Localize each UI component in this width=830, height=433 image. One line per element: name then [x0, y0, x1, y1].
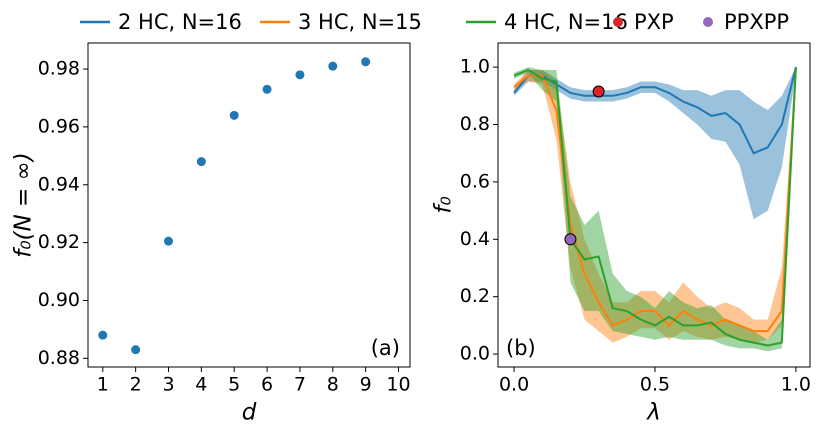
y-tick-label: 0.88 — [38, 347, 80, 369]
legend-swatch — [613, 17, 623, 27]
x-tick-label: 2 — [130, 374, 142, 396]
panel-label: (b) — [506, 336, 536, 360]
x-tick-label: 1 — [97, 374, 109, 396]
legend-swatch — [703, 17, 713, 27]
marker-point — [564, 233, 577, 246]
legend-label: 3 HC, N=15 — [298, 10, 422, 34]
x-tick-label: 0.5 — [640, 374, 670, 396]
confidence-band — [514, 67, 796, 220]
x-axis-label: λ — [645, 400, 661, 426]
y-tick-label: 0.2 — [460, 285, 490, 307]
legend-label: 4 HC, N=16 — [504, 10, 628, 34]
scatter-point — [131, 345, 141, 355]
axes-frame-b — [497, 42, 811, 368]
y-axis-label: f₀(N = ∞) — [11, 152, 37, 258]
y-tick-label: 0.6 — [460, 170, 490, 192]
x-axis-label: d — [242, 400, 257, 426]
x-tick-label: 7 — [294, 374, 306, 396]
y-tick-label: 0.92 — [38, 231, 80, 253]
scatter-point — [229, 110, 239, 120]
series-line — [513, 66, 797, 155]
y-tick-label: 1.0 — [460, 56, 490, 78]
x-tick-label: 1.0 — [781, 374, 811, 396]
y-tick-label: 0.94 — [38, 173, 80, 195]
x-tick-label: 5 — [228, 374, 240, 396]
y-tick-label: 0.90 — [38, 289, 80, 311]
scatter-point — [328, 61, 338, 71]
legend-label: 2 HC, N=16 — [118, 10, 242, 34]
y-tick-label: 0.4 — [460, 228, 490, 250]
axes-frame-a — [87, 42, 411, 368]
y-axis-label: f₀ — [431, 196, 457, 213]
scatter-point — [98, 330, 108, 340]
series-line — [513, 67, 797, 333]
scatter-point — [196, 157, 206, 167]
x-tick-label: 9 — [360, 374, 372, 396]
panel-label: (a) — [371, 336, 400, 360]
legend-label: PPXPP — [724, 10, 789, 34]
y-tick-label: 0.98 — [38, 58, 80, 80]
scatter-point — [361, 57, 371, 67]
x-tick-label: 3 — [162, 374, 174, 396]
scatter-point — [295, 70, 305, 80]
x-tick-label: 0.0 — [499, 374, 529, 396]
confidence-band — [514, 67, 796, 352]
scatter-point — [262, 84, 272, 94]
scatter-point — [164, 236, 173, 246]
x-tick-label: 10 — [386, 374, 410, 396]
legend-label: PXP — [634, 10, 674, 34]
marker-point — [592, 85, 605, 98]
y-tick-label: 0.8 — [460, 113, 490, 135]
x-tick-label: 8 — [327, 374, 339, 396]
y-tick-label: 0.96 — [38, 115, 80, 137]
x-tick-label: 6 — [261, 374, 273, 396]
y-tick-label: 0.0 — [460, 343, 490, 365]
series-line — [513, 67, 797, 347]
x-tick-label: 4 — [195, 374, 207, 396]
